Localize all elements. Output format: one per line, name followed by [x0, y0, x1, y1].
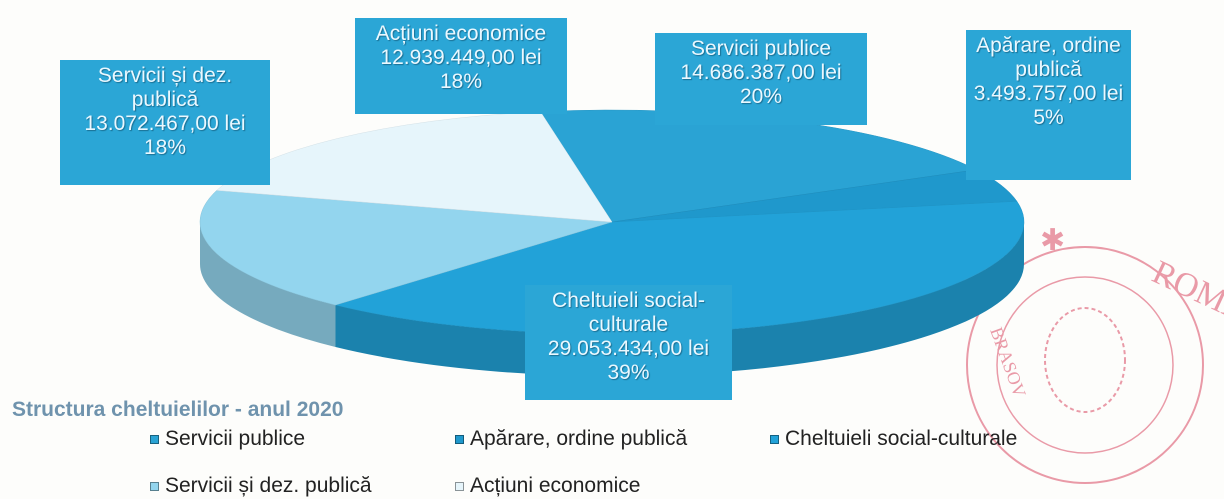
legend-item: Apărare, ordine publică	[455, 427, 687, 451]
legend-swatch	[770, 434, 779, 444]
data-label-name: Servicii publice	[690, 37, 832, 60]
data-label-percent: 39%	[607, 361, 650, 384]
legend-swatch	[455, 434, 464, 444]
legend-label: Acțiuni economice	[470, 474, 641, 497]
legend-swatch	[150, 481, 159, 491]
pie-side	[200, 222, 336, 348]
data-label: Servicii și dez. publică 13.072.467,00 le…	[60, 60, 270, 185]
legend-label: Servicii și dez. publică	[165, 474, 372, 497]
data-label-name: Acțiuni economice	[375, 22, 547, 45]
pie	[199, 109, 1025, 377]
data-label-value: 12.939.449,00 lei	[380, 46, 542, 69]
data-label: Apărare, ordine publică 3.493.757,00 lei 5…	[966, 30, 1131, 180]
data-label-percent: 18%	[143, 136, 187, 159]
legend-item: Servicii publice	[150, 427, 305, 451]
stamp-text: ROMANIA	[1147, 254, 1224, 356]
data-label-value: 13.072.467,00 lei	[84, 112, 246, 135]
pie-side	[335, 222, 1024, 377]
stamp-star: ✱	[1040, 224, 1065, 257]
data-label-name: Cheltuieli social-culturale	[552, 289, 705, 336]
pie-slice	[334, 201, 1025, 335]
data-label-name: Apărare, ordine publică	[976, 34, 1121, 81]
stamp-emblem	[1044, 307, 1126, 413]
data-label-name: Servicii și dez. publică	[97, 64, 233, 111]
stamp-ring	[966, 246, 1204, 484]
legend-item: Cheltuieli social-culturale	[770, 427, 1017, 451]
legend-label: Apărare, ordine publică	[470, 427, 688, 450]
data-label-value: 14.686.387,00 lei	[680, 61, 842, 84]
legend-item: Servicii și dez. publică	[150, 474, 372, 498]
data-label: Servicii publice 14.686.387,00 lei 20%	[655, 33, 867, 125]
legend-item: Acțiuni economice	[455, 474, 640, 498]
data-label-value: 29.053.434,00 lei	[547, 337, 710, 360]
legend-label: Cheltuieli social-culturale	[785, 427, 1018, 450]
data-label-value: 3.493.757,00 lei	[973, 82, 1124, 105]
data-label: Cheltuieli social-culturale 29.053.434,00…	[525, 285, 732, 400]
legend-label: Servicii publice	[165, 427, 306, 450]
data-label: Acțiuni economice 12.939.449,00 lei 18%	[355, 18, 567, 114]
stamp-text: BRASOV	[986, 325, 1030, 400]
pie-slice	[199, 190, 613, 306]
legend-swatch	[455, 481, 464, 491]
data-label-percent: 18%	[439, 70, 483, 93]
stamp-ring	[996, 276, 1174, 454]
legend-swatch	[150, 434, 159, 444]
data-label-percent: 20%	[739, 85, 783, 108]
data-label-percent: 5%	[1033, 106, 1064, 129]
chart-title: Structura cheltuielilor - anul 2020	[12, 398, 344, 421]
